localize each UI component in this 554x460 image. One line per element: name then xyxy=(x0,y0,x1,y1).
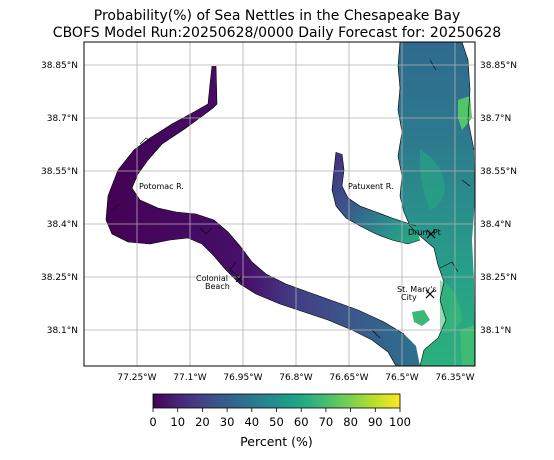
map-grid xyxy=(84,42,475,366)
colorbar-tick-labels: 0 10 20 30 40 50 60 70 80 90 100 xyxy=(149,415,411,429)
lat-tick: 38.1°N xyxy=(47,326,78,336)
lon-tick: 76.5°W xyxy=(385,373,419,383)
label-st-marys: St. Mary's xyxy=(397,285,437,294)
map-title-line-1: Probability(%) of Sea Nettles in the Che… xyxy=(93,8,461,24)
lon-tick: 76.8°W xyxy=(279,373,313,383)
lat-tick: 38.85°N xyxy=(41,61,78,71)
colorbar-tick: 40 xyxy=(244,415,259,429)
lat-tick: 38.7°N xyxy=(47,114,78,124)
label-drum-point: Drum Pt xyxy=(408,228,441,237)
lat-tick: 38.4°N xyxy=(47,220,78,230)
lat-tick: 38.25°N xyxy=(480,273,517,283)
lat-tick: 38.85°N xyxy=(480,61,517,71)
label-city: City xyxy=(401,293,417,302)
lat-tick: 38.4°N xyxy=(480,220,511,230)
longitude-ticks: 77.25°W 77.1°W 76.95°W 76.8°W 76.65°W 76… xyxy=(117,373,474,383)
colorbar-tick: 90 xyxy=(368,415,383,429)
colorbar-tick-marks xyxy=(152,408,401,412)
lat-tick: 38.25°N xyxy=(41,273,78,283)
label-patuxent: Patuxent R. xyxy=(348,182,394,191)
lon-tick: 77.1°W xyxy=(173,373,207,383)
latitude-ticks-left: 38.85°N 38.7°N 38.55°N 38.4°N 38.25°N 38… xyxy=(41,61,78,336)
colorbar-tick: 80 xyxy=(343,415,358,429)
colorbar-label: Percent (%) xyxy=(240,434,313,449)
lon-tick: 76.65°W xyxy=(329,373,368,383)
colorbar xyxy=(152,393,401,409)
colorbar-tick: 50 xyxy=(269,415,284,429)
coastline xyxy=(105,42,475,366)
colorbar-tick: 100 xyxy=(389,415,411,429)
lon-tick: 76.95°W xyxy=(223,373,262,383)
probability-field: Potomac R. Patuxent R. Drum Pt Colonial … xyxy=(84,42,475,366)
colorbar-tick: 20 xyxy=(195,415,210,429)
lat-tick: 38.55°N xyxy=(41,167,78,177)
lon-tick: 77.25°W xyxy=(117,373,156,383)
label-potomac: Potomac R. xyxy=(139,182,184,191)
colorbar-tick: 70 xyxy=(319,415,334,429)
latitude-ticks-right: 38.85°N 38.7°N 38.55°N 38.4°N 38.25°N 38… xyxy=(480,61,517,336)
lat-tick: 38.7°N xyxy=(480,114,511,124)
lat-tick: 38.1°N xyxy=(480,326,511,336)
map-title-line-2: CBOFS Model Run:20250628/0000 Daily Fore… xyxy=(52,25,502,41)
colorbar-tick: 0 xyxy=(149,415,156,429)
lon-tick: 76.35°W xyxy=(435,373,474,383)
colorbar-tick: 10 xyxy=(170,415,185,429)
patuxent-river-water xyxy=(332,152,420,244)
colorbar-tick: 30 xyxy=(220,415,235,429)
potomac-river-water xyxy=(106,66,420,366)
label-colonial: Colonial xyxy=(196,274,228,283)
place-markers xyxy=(235,229,436,299)
lat-tick: 38.55°N xyxy=(480,167,517,177)
map-frame xyxy=(83,41,476,367)
colorbar-tick: 60 xyxy=(294,415,309,429)
label-beach: Beach xyxy=(205,282,230,291)
